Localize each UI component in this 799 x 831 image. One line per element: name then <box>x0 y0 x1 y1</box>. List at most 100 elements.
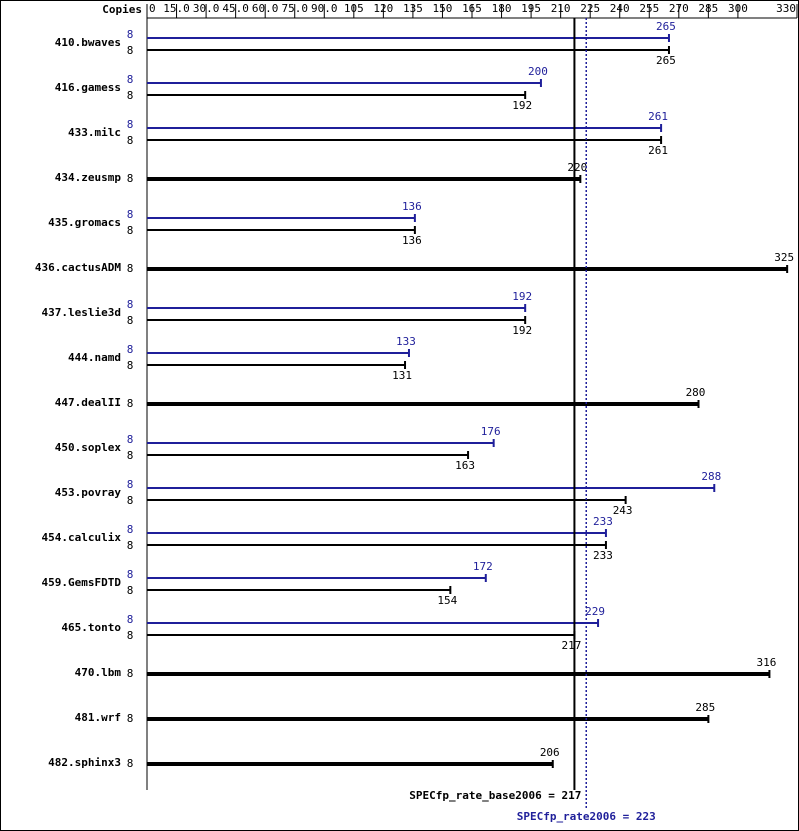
copies: 8 <box>127 359 134 372</box>
category-label: 447.dealII <box>55 396 121 409</box>
value-label: 163 <box>455 459 475 472</box>
copies: 8 <box>127 172 134 185</box>
copies: 8 <box>127 73 134 86</box>
copies: 8 <box>127 494 134 507</box>
copies: 8 <box>127 757 134 770</box>
category-label: 444.namd <box>68 351 121 364</box>
copies: 8 <box>127 89 134 102</box>
copies: 8 <box>127 712 134 725</box>
value-label: 192 <box>512 290 532 303</box>
reference-label: SPECfp_rate2006 = 223 <box>517 810 656 823</box>
category-label: 481.wrf <box>75 711 121 724</box>
copies: 8 <box>127 224 134 237</box>
x-tick-label: 240 <box>610 2 630 15</box>
x-tick-label: 285 <box>698 2 718 15</box>
copies: 8 <box>127 667 134 680</box>
value-label: 136 <box>402 200 422 213</box>
copies: 8 <box>127 449 134 462</box>
copies: 8 <box>127 44 134 57</box>
value-label: 220 <box>567 161 587 174</box>
copies: 8 <box>127 118 134 131</box>
copies: 8 <box>127 397 134 410</box>
x-tick-label: 135 <box>403 2 423 15</box>
copies: 8 <box>127 314 134 327</box>
category-label: 433.milc <box>68 126 121 139</box>
value-label: 261 <box>648 110 668 123</box>
value-label: 280 <box>686 386 706 399</box>
value-label: 200 <box>528 65 548 78</box>
copies: 8 <box>127 208 134 221</box>
category-label: 436.cactusADM <box>35 261 121 274</box>
value-label: 131 <box>392 369 412 382</box>
category-label: 416.gamess <box>55 81 121 94</box>
reference-label: SPECfp_rate_base2006 = 217 <box>409 789 581 802</box>
copies: 8 <box>127 584 134 597</box>
x-tick-label: 210 <box>551 2 571 15</box>
value-label: 133 <box>396 335 416 348</box>
category-label: 465.tonto <box>61 621 121 634</box>
copies: 8 <box>127 539 134 552</box>
x-tick-label: 45.0 <box>222 2 249 15</box>
copies: 8 <box>127 523 134 536</box>
value-label: 288 <box>701 470 721 483</box>
x-tick-label: 0 <box>149 2 156 15</box>
x-tick-label: 60.0 <box>252 2 279 15</box>
x-tick-label: 150 <box>433 2 453 15</box>
x-tick-label: 180 <box>492 2 512 15</box>
x-tick-label: 75.0 <box>281 2 308 15</box>
value-label: 192 <box>512 99 532 112</box>
copies: 8 <box>127 629 134 642</box>
category-label: 470.lbm <box>75 666 122 679</box>
value-label: 229 <box>585 605 605 618</box>
copies: 8 <box>127 433 134 446</box>
category-label: 434.zeusmp <box>55 171 122 184</box>
value-label: 176 <box>481 425 501 438</box>
x-tick-label: 270 <box>669 2 689 15</box>
copies: 8 <box>127 613 134 626</box>
value-label: 192 <box>512 324 532 337</box>
category-label: 410.bwaves <box>55 36 121 49</box>
value-label: 243 <box>613 504 633 517</box>
x-tick-label: 195 <box>521 2 541 15</box>
copies: 8 <box>127 262 134 275</box>
copies: 8 <box>127 568 134 581</box>
value-label: 154 <box>437 594 457 607</box>
copies-header: Copies <box>102 3 142 16</box>
value-label: 325 <box>774 251 794 264</box>
value-label: 265 <box>656 20 676 33</box>
x-tick-label: 300 <box>728 2 748 15</box>
x-tick-label: 105 <box>344 2 364 15</box>
copies: 8 <box>127 478 134 491</box>
copies: 8 <box>127 134 134 147</box>
x-tick-label: 15.0 <box>163 2 190 15</box>
value-label: 233 <box>593 515 613 528</box>
x-tick-label: 120 <box>373 2 393 15</box>
x-tick-label: 30.0 <box>193 2 220 15</box>
copies: 8 <box>127 28 134 41</box>
x-tick-label: 330 <box>776 2 796 15</box>
category-label: 453.povray <box>55 486 122 499</box>
category-label: 435.gromacs <box>48 216 121 229</box>
value-label: 206 <box>540 746 560 759</box>
category-label: 459.GemsFDTD <box>42 576 122 589</box>
x-tick-label: 225 <box>580 2 600 15</box>
x-tick-label: 165 <box>462 2 482 15</box>
value-label: 217 <box>561 639 581 652</box>
copies: 8 <box>127 343 134 356</box>
x-tick-label: 90.0 <box>311 2 338 15</box>
category-label: 482.sphinx3 <box>48 756 121 769</box>
value-label: 136 <box>402 234 422 247</box>
value-label: 261 <box>648 144 668 157</box>
value-label: 316 <box>756 656 776 669</box>
value-label: 285 <box>695 701 715 714</box>
category-label: 454.calculix <box>42 531 122 544</box>
value-label: 172 <box>473 560 493 573</box>
category-label: 450.soplex <box>55 441 122 454</box>
category-label: 437.leslie3d <box>42 306 121 319</box>
value-label: 233 <box>593 549 613 562</box>
copies: 8 <box>127 298 134 311</box>
value-label: 265 <box>656 54 676 67</box>
